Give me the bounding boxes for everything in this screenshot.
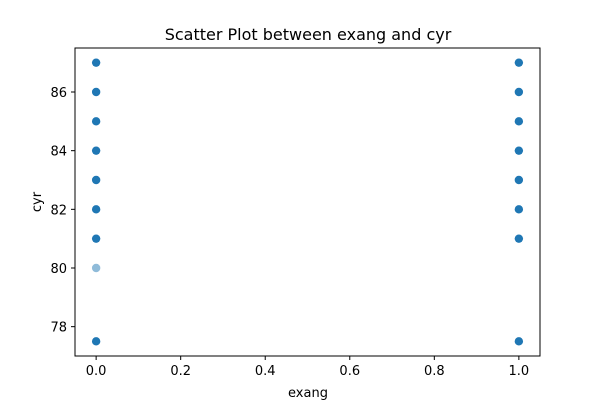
x-tick-label: 0.6 [339,364,360,379]
data-point-1 [91,87,101,97]
y-tick-label: 86 [50,86,67,101]
data-point-15 [514,234,524,243]
x-tick-label: 1.0 [509,364,530,379]
data-point-8 [91,337,101,346]
y-tick-label: 80 [50,262,67,277]
x-axis-label: exang [288,386,328,400]
data-point-5 [91,205,101,214]
y-tick-label: 82 [50,203,67,218]
data-point-6 [91,234,101,243]
data-point-16 [514,337,524,346]
x-tick-label: 0.0 [86,364,107,379]
data-point-10 [514,87,524,97]
plot-area-frame [74,47,541,357]
x-tick-label: 0.8 [424,364,445,379]
data-point-7 [91,263,101,273]
chart-title: Scatter Plot between exang and cyr [165,25,452,44]
data-point-3 [91,146,101,155]
x-axis-ticks: 0.0 0.2 0.4 0.6 0.8 1.0 [86,356,529,379]
data-point-4 [91,175,101,185]
points-layer [91,58,524,346]
y-axis-label: cyr [30,191,45,212]
data-point-9 [514,58,524,67]
x-tick-label: 0.4 [255,364,276,379]
y-axis-ticks: 78 80 82 84 86 [50,86,75,336]
y-tick-label: 78 [50,321,67,336]
data-point-0 [91,58,101,67]
data-point-11 [514,117,524,126]
data-point-14 [514,205,524,214]
y-tick-label: 84 [50,145,67,160]
data-point-13 [514,175,524,185]
data-point-2 [91,117,101,126]
data-point-12 [514,146,524,155]
x-tick-label: 0.2 [170,364,191,379]
